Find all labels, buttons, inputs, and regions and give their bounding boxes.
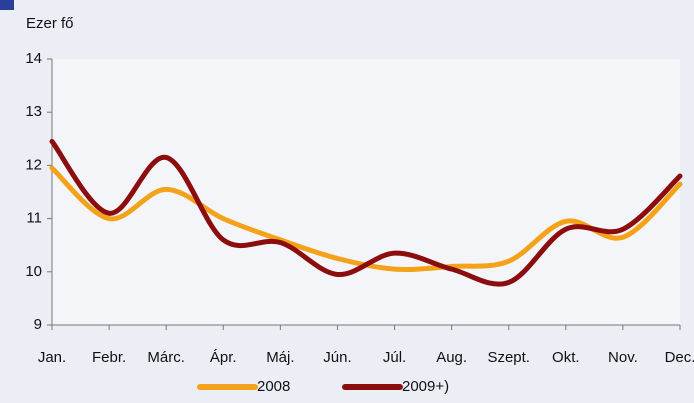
y-tick-label: 14 — [25, 50, 42, 67]
legend-label: 2008 — [257, 378, 290, 395]
y-tick-label: 9 — [34, 316, 42, 333]
line-series — [49, 138, 683, 287]
corner-mark — [0, 0, 14, 10]
x-tick-label: Júl. — [383, 349, 406, 366]
x-tick-label: Márc. — [147, 349, 185, 366]
x-tick-label: Szept. — [487, 349, 530, 366]
x-tick-label: Febr. — [92, 349, 126, 366]
x-tick-label: Ápr. — [210, 349, 237, 366]
x-tick-label: Okt. — [552, 349, 580, 366]
y-tick-label: 12 — [25, 156, 42, 173]
y-tick-label: 13 — [25, 103, 42, 120]
y-tick-label: 10 — [25, 263, 42, 280]
x-tick-label: Nov. — [608, 349, 638, 366]
plot-area — [52, 59, 680, 325]
y-tick-label: 11 — [26, 210, 42, 227]
x-tick-label: Aug. — [436, 349, 467, 366]
x-tick-label: Jún. — [323, 349, 351, 366]
x-tick-label: Dec. — [665, 349, 694, 366]
legend-label: 2009+) — [402, 378, 449, 395]
x-tick-label: Jan. — [38, 349, 66, 366]
y-axis-label: Ezer fő — [26, 15, 74, 32]
x-tick-label: Máj. — [266, 349, 294, 366]
